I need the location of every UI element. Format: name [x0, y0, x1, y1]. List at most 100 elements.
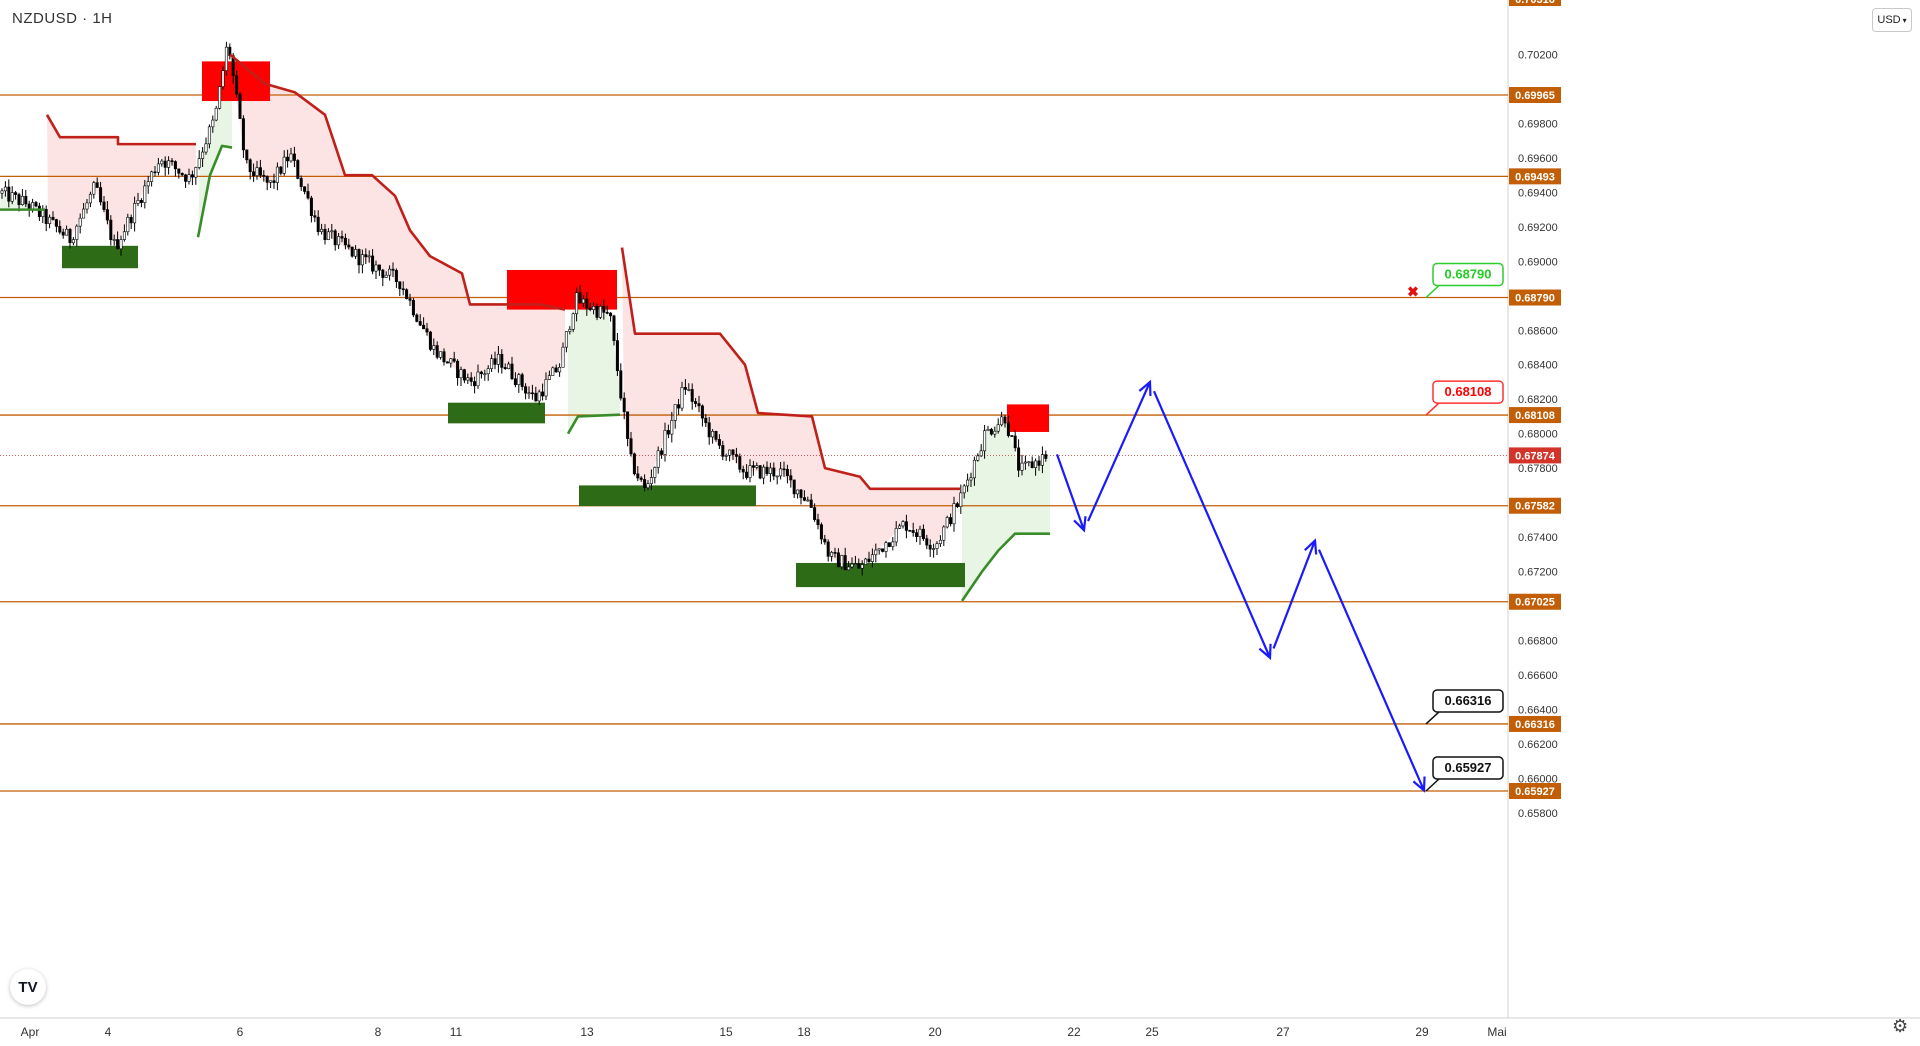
candle-body [184, 174, 188, 182]
y-tick-label-11: 0.67400 [1518, 532, 1558, 544]
candle-body [218, 86, 222, 109]
target-callout-label-0: 0.68790 [1445, 267, 1492, 282]
candle-body [449, 358, 453, 364]
candle-body [425, 328, 429, 333]
trail-up-line-1 [196, 144, 233, 238]
candle-body [921, 528, 925, 539]
candle-body [853, 563, 857, 565]
candle-body [207, 126, 211, 145]
candle-body [843, 555, 847, 571]
candle-body [88, 193, 92, 204]
candle-body [714, 430, 718, 440]
candle-body [996, 424, 1000, 432]
candle-body [405, 289, 409, 299]
candles [0, 41, 1048, 576]
candle-body [306, 191, 310, 199]
candle-body [537, 391, 541, 402]
candle-body [245, 149, 249, 161]
candle-body [286, 156, 290, 162]
candle-body [275, 166, 279, 183]
candle-body [27, 203, 31, 210]
candle-body [918, 528, 922, 537]
level-tag-7: 0.65927 [1515, 786, 1555, 798]
candle-body [466, 377, 470, 381]
candle-body [296, 160, 300, 179]
candle-body [949, 517, 953, 525]
candle-body [765, 466, 769, 474]
candle-body [241, 118, 245, 151]
level-tag-bg-1 [1509, 168, 1561, 185]
level-tag-4: 0.67582 [1515, 501, 1555, 513]
y-tick-label-0: 0.70200 [1518, 49, 1558, 61]
candle-body [435, 345, 439, 358]
candle-body [173, 161, 177, 170]
level-tag-5: 0.67025 [1515, 597, 1555, 609]
candle-body [486, 368, 490, 375]
candle-body [456, 360, 460, 379]
y-tick-label-14: 0.66600 [1518, 670, 1558, 682]
y-tick-label-12: 0.67200 [1518, 567, 1558, 579]
candle-body [979, 450, 983, 457]
x-tick-label-5: 13 [580, 1025, 594, 1039]
candle-body [299, 178, 303, 188]
candle-body [204, 143, 208, 153]
y-tick-label-8: 0.68200 [1518, 394, 1558, 406]
y-tick-label-1: 0.69800 [1518, 118, 1558, 130]
candle-body [904, 521, 908, 531]
candle-body [782, 468, 786, 471]
x-tick-label-1: 4 [105, 1025, 112, 1039]
candle-body [367, 255, 371, 258]
level-tag-1: 0.69493 [1515, 171, 1555, 183]
candle-body [605, 312, 609, 314]
candle-body [136, 200, 140, 204]
support-zone-0 [62, 245, 138, 269]
candle-body [388, 268, 392, 276]
candle-body [802, 497, 806, 501]
projection-arrowhead-3 [1304, 538, 1318, 555]
candle-body [330, 230, 334, 233]
current-price-tag-bg [1509, 447, 1561, 464]
candle-body [99, 187, 103, 203]
candle-body [503, 367, 507, 369]
candle-body [473, 381, 477, 387]
candle-body [799, 489, 803, 498]
candle-body [326, 231, 330, 240]
y-tick-label-3: 0.69400 [1518, 187, 1558, 199]
candle-body [724, 455, 728, 457]
candle-body [629, 438, 633, 455]
symbol-title[interactable]: NZDUSD · 1H [12, 10, 113, 27]
level-tag-bg-7 [1509, 783, 1561, 799]
candle-body [564, 331, 568, 348]
target-callout-box-1 [1432, 380, 1504, 404]
support-zone-2 [579, 485, 756, 507]
candle-body [666, 430, 670, 435]
candle-body [289, 153, 293, 162]
candle-body [680, 387, 684, 409]
support-zone-1 [448, 402, 545, 424]
candle-body [836, 552, 840, 568]
candle-body [17, 194, 21, 206]
projection-arrowhead-2 [1258, 643, 1272, 661]
projection-arrowhead-0 [1073, 516, 1087, 533]
candle-body [1037, 460, 1041, 466]
candle-body [615, 340, 619, 372]
gear-icon[interactable]: ⚙ [1892, 1016, 1909, 1036]
candle-body [282, 156, 286, 174]
level-tag-0: 0.69965 [1515, 90, 1555, 102]
candle-body [986, 429, 990, 432]
candle-body [1013, 435, 1017, 449]
currency-selector[interactable]: USD ▾ [1872, 8, 1912, 32]
trail-up-fill-3 [962, 419, 1050, 601]
tradingview-logo[interactable]: TV [10, 969, 46, 1005]
target-callout-box-3 [1432, 756, 1504, 780]
projection-leg-2 [1152, 390, 1272, 659]
level-tag-bg-2 [1509, 289, 1561, 306]
candle-body [177, 168, 181, 174]
candle-body [272, 180, 276, 183]
candle-body [517, 374, 521, 385]
candle-body [1017, 447, 1021, 471]
y-tick-label-17: 0.66000 [1518, 773, 1558, 785]
candle-body [884, 542, 888, 552]
candle-body [683, 387, 687, 390]
